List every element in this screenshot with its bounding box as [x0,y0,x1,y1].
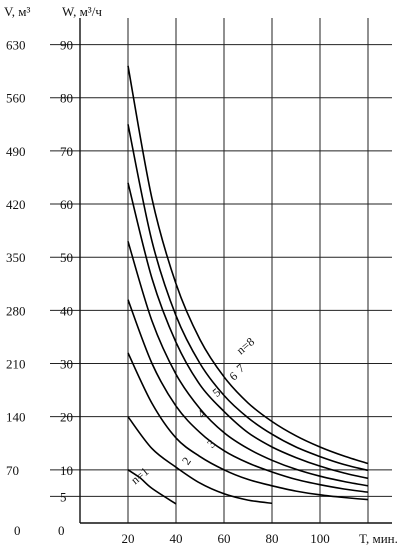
v-tick-layer: 70 140 210 280 350 420 490 560 630 [6,38,26,478]
curve-label: n=8 [234,335,257,358]
v-tick-label: 420 [6,197,26,212]
w-tick-label: 30 [60,357,73,372]
curve-7 [127,124,369,472]
x-tick-label: 40 [170,531,183,546]
grid-layer [50,18,392,523]
w-tick-label: 80 [60,91,73,106]
v-tick-label: 350 [6,250,26,265]
curve-5 [127,241,369,487]
curve-layer [127,65,369,505]
w-tick-label: 50 [60,250,73,265]
x-tick-label: 60 [218,531,231,546]
curve-n=1 [127,469,177,505]
curve-3 [127,352,369,501]
curve-label: n=1 [128,464,151,487]
v-origin-label: 0 [14,523,21,538]
w-origin-label: 0 [58,523,65,538]
v-tick-label: 280 [6,303,26,318]
w-axis-title: W, м³/ч [62,4,102,19]
curve-label: 7 [234,361,248,376]
x-tick-layer: 20 40 60 80 100 [122,531,330,546]
w-tick-label: 40 [60,303,73,318]
x-axis-title: T, мин. [359,531,398,546]
curve-2 [127,416,273,505]
v-tick-label: 210 [6,357,26,372]
curve-4 [127,299,369,493]
v-axis-title: V, м³ [4,4,30,19]
curve-label: 2 [179,454,194,467]
w-tick-label: 70 [60,144,73,159]
w-tick-layer: 5 10 20 30 40 50 60 70 80 90 [60,38,73,505]
v-tick-label: 490 [6,144,26,159]
curve-6 [127,182,369,480]
w-tick-label: 60 [60,197,73,212]
curve-label: 3 [204,437,218,451]
x-tick-label: 100 [310,531,330,546]
v-tick-label: 140 [6,410,26,425]
v-tick-label: 560 [6,91,26,106]
x-tick-label: 80 [266,531,279,546]
v-tick-label: 630 [6,38,26,53]
x-tick-label: 20 [122,531,135,546]
v-tick-label: 70 [6,463,19,478]
w-tick-label: 90 [60,38,73,53]
curve-n=8 [127,65,369,465]
w-tick-label: 5 [60,489,67,504]
w-tick-label: 20 [60,410,73,425]
curve-label: 4 [195,407,209,421]
w-tick-label: 10 [60,463,73,478]
